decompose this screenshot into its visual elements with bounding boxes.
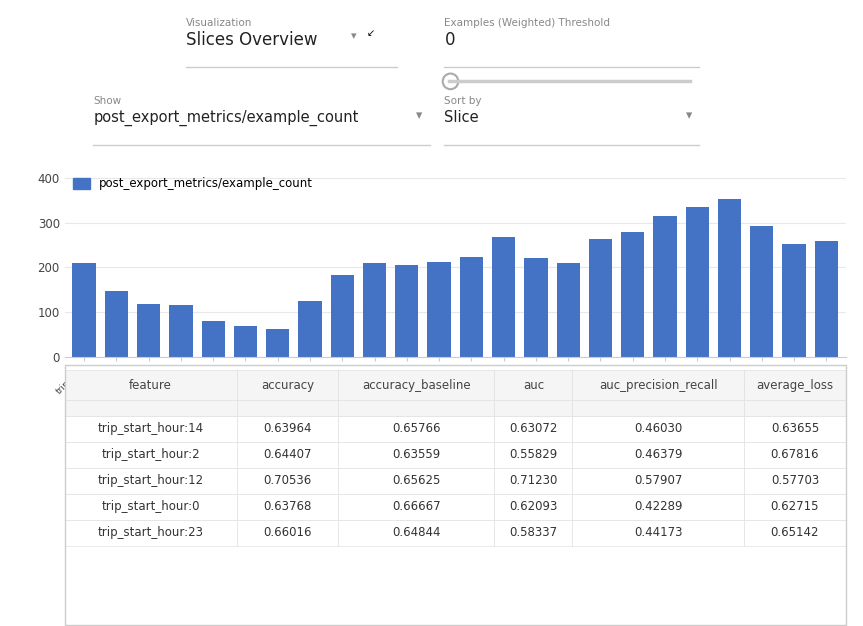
Bar <box>460 257 483 357</box>
Text: Visualization: Visualization <box>186 18 252 28</box>
Bar <box>653 216 677 357</box>
Bar <box>266 329 289 357</box>
Legend: post_export_metrics/example_count: post_export_metrics/example_count <box>71 175 315 193</box>
Bar <box>525 259 547 357</box>
Bar <box>299 301 322 357</box>
Bar <box>234 326 257 357</box>
Text: Slices Overview: Slices Overview <box>186 31 317 49</box>
Text: Slice: Slice <box>444 110 479 125</box>
Text: ▾: ▾ <box>685 110 692 123</box>
Bar <box>718 200 741 357</box>
Text: ▾: ▾ <box>351 31 356 41</box>
Bar <box>202 321 224 357</box>
Bar <box>427 262 450 357</box>
Bar <box>815 242 838 357</box>
Bar <box>169 305 192 357</box>
Bar <box>363 263 386 357</box>
Bar <box>783 244 806 357</box>
Text: ▾: ▾ <box>416 110 423 123</box>
Text: Sort by: Sort by <box>444 96 482 106</box>
Bar <box>621 232 645 357</box>
Bar <box>589 239 612 357</box>
Bar <box>686 207 709 357</box>
Bar <box>104 290 128 357</box>
Bar <box>331 275 354 357</box>
Text: ↙: ↙ <box>367 28 375 38</box>
Text: Show: Show <box>93 96 122 106</box>
Bar <box>750 226 773 357</box>
Bar <box>72 263 96 357</box>
Text: post_export_metrics/example_count: post_export_metrics/example_count <box>93 110 359 126</box>
Text: 0: 0 <box>444 31 455 49</box>
Bar <box>395 265 419 357</box>
Text: Examples (Weighted) Threshold: Examples (Weighted) Threshold <box>444 18 610 28</box>
Bar <box>137 304 161 357</box>
Bar <box>557 263 580 357</box>
Bar <box>492 237 515 357</box>
